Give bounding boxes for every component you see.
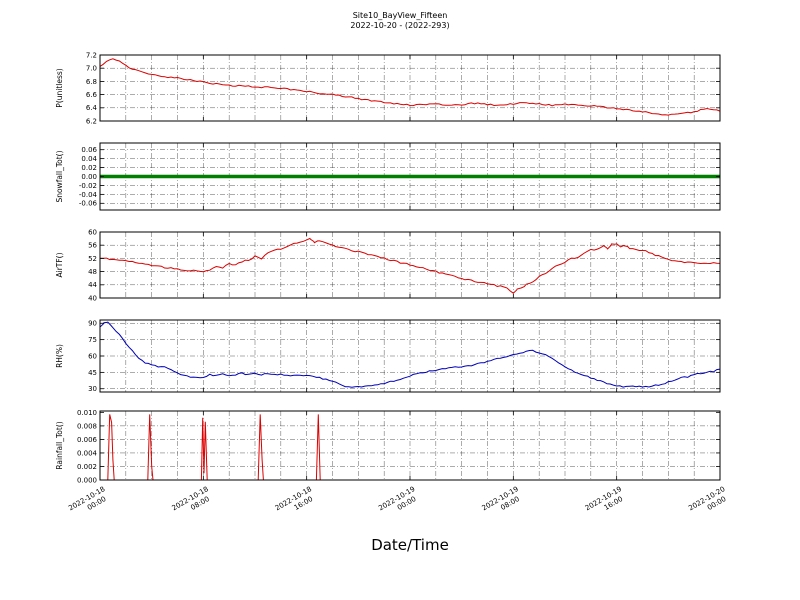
panel-p-unitless: 6.2 6.4 6.6 6.8 7.0 7.2 P(unitless): [55, 51, 721, 125]
y-tick-label: 0.00: [81, 173, 97, 181]
series-rainfall-tot: [100, 414, 720, 480]
y-tick-label: 0.06: [81, 146, 97, 154]
y-tick-label: 90: [88, 320, 97, 328]
y-tick-label: 7.0: [86, 65, 97, 73]
y-tick-label: 6.2: [86, 117, 97, 125]
y-axis-label-rh: RH(%): [55, 344, 64, 368]
y-tick-label: 0.000: [77, 476, 97, 484]
y-tick-label: 56: [88, 242, 97, 250]
y-tick-label: 0.02: [81, 164, 97, 172]
y-tick-label: 75: [88, 336, 97, 344]
series-airtf: [100, 237, 720, 294]
y-tick-label: 0.004: [77, 449, 98, 457]
y-tick-label: 60: [88, 352, 97, 360]
y-tick-label: 0.008: [77, 422, 97, 430]
y-tick-label: 6.6: [86, 91, 98, 99]
y-tick-label: 48: [88, 268, 97, 276]
y-tick-label: 44: [88, 281, 97, 289]
y-tick-label: 40: [88, 294, 97, 302]
y-axis-label-airtf: AirTF(): [55, 252, 64, 277]
y-axis-label-p-unitless: P(unitless): [55, 68, 64, 107]
y-tick-label: 0.04: [81, 155, 97, 163]
panel-airtf: 40 44 48 52 56 60 AirTF(): [55, 228, 721, 302]
y-tick-label: 6.8: [86, 78, 97, 86]
y-tick-label: 52: [88, 255, 97, 263]
y-tick-label: 60: [88, 228, 97, 236]
y-tick-label: 0.002: [77, 463, 97, 471]
chart-title: Site10_BayView_Fifteen: [352, 11, 448, 20]
y-tick-label: -0.06: [79, 200, 98, 208]
y-tick-label: -0.02: [79, 182, 97, 190]
y-tick-label: 45: [88, 369, 97, 377]
y-axis-label-rainfall-tot: Rainfall_Tot(): [55, 421, 64, 469]
y-tick-label: 30: [88, 385, 97, 393]
series-p-unitless: [100, 58, 720, 116]
y-axis-label-snowfall-tot: Snowfall_Tot(): [55, 150, 64, 202]
x-axis-title: Date/Time: [371, 536, 449, 554]
y-tick-label: 0.010: [77, 409, 97, 417]
panel-rainfall-tot: 0.000 0.002 0.004 0.006 0.008 0.010 Rainfall_T…: [55, 409, 721, 484]
series-rh: [100, 321, 720, 388]
chart-subtitle: 2022-10-20 - (2022-293): [350, 21, 450, 30]
panel-rh: 30 45 60 75 90 RH(%): [55, 319, 721, 393]
y-tick-label: 0.006: [77, 436, 98, 444]
panel-snowfall-tot: -0.06-0.04-0.020.000.020.040.06 Snowfall_…: [55, 142, 721, 211]
y-tick-label: 7.2: [86, 51, 97, 59]
y-tick-label: -0.04: [79, 191, 98, 199]
y-tick-label: 6.4: [86, 104, 98, 112]
